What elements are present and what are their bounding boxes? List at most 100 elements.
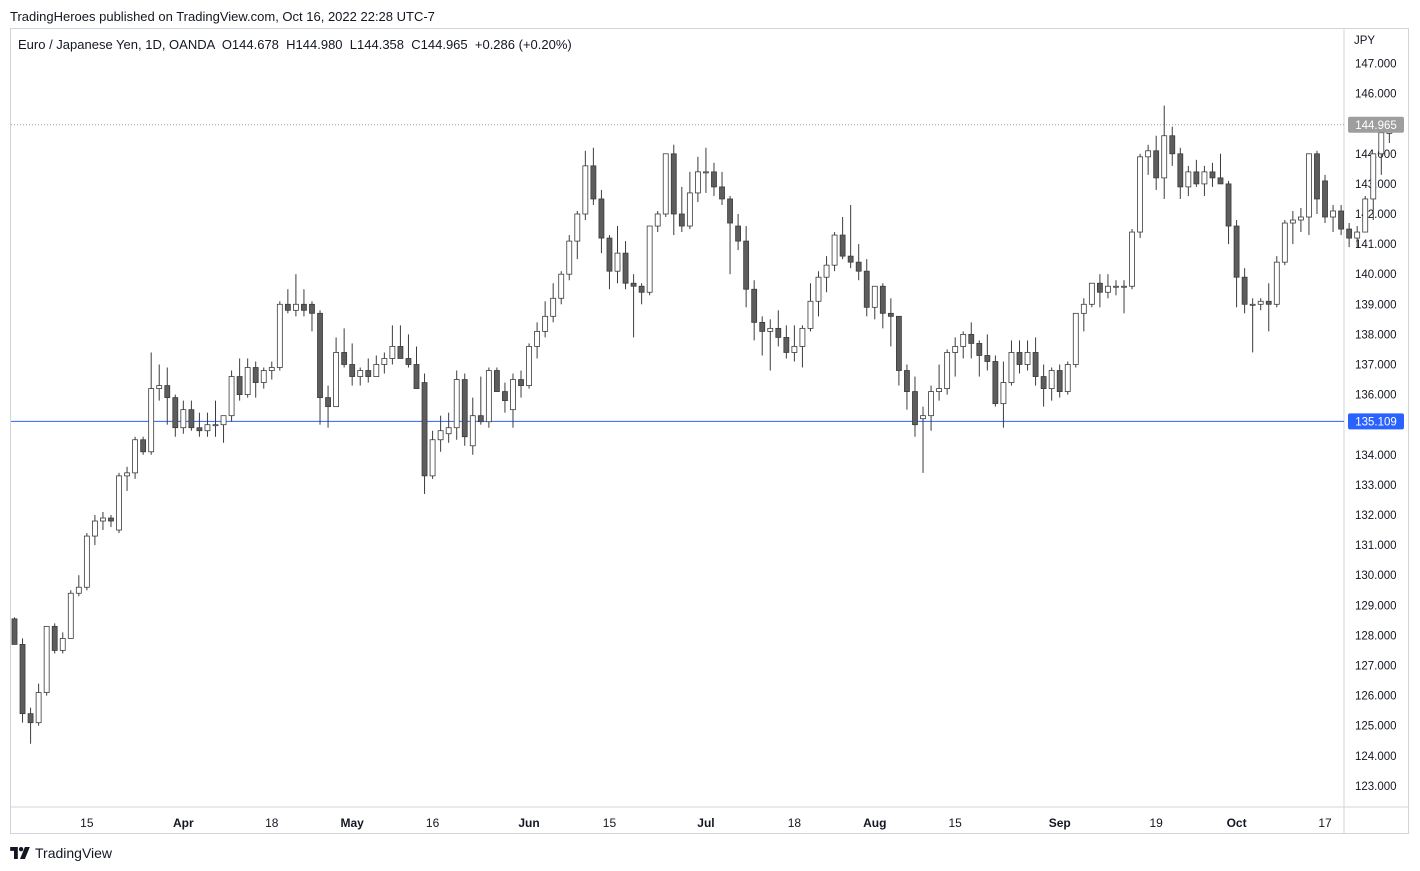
time-axis-tick: Jul [697, 816, 714, 830]
price-axis-tick: 129.000 [1355, 600, 1397, 612]
candle-body-down [775, 327, 782, 338]
candle-body-up [180, 409, 187, 429]
candle-body-down [727, 198, 733, 224]
candle-body-up [124, 472, 130, 477]
candle-body-down [397, 346, 404, 359]
candle-body-up [944, 352, 951, 389]
candle-body-down [11, 618, 18, 645]
candle-body-up [1298, 216, 1304, 221]
candle-body-up [445, 427, 452, 435]
time-axis-tick: 15 [80, 816, 94, 830]
candle-body-down [855, 261, 862, 272]
candle-body-down [1233, 225, 1240, 278]
candle-body-up [429, 439, 436, 477]
price-axis-tick: 130.000 [1355, 570, 1397, 582]
candle-body-up [1008, 352, 1015, 383]
candle-body-up [373, 364, 380, 377]
candle-body-down [477, 415, 484, 423]
candle-body-down [1193, 171, 1200, 185]
candle-body-up [1000, 382, 1007, 405]
candle-body-down [252, 367, 259, 383]
candle-body-up [815, 276, 822, 302]
candle-body-down [140, 439, 147, 453]
time-axis-tick: 16 [426, 816, 440, 830]
candle-body-up [35, 692, 42, 724]
candle-body-down [678, 213, 685, 227]
candle-body-up [1185, 171, 1192, 188]
candle-body-up [662, 153, 669, 215]
candle-body-up [791, 346, 798, 353]
candle-body-down [1177, 153, 1184, 188]
candle-body-down [887, 312, 894, 317]
candle-body-up [654, 213, 661, 227]
price-axis-tick: 132.000 [1355, 510, 1397, 522]
candle-body-up [244, 367, 251, 396]
candle-body-up [1161, 135, 1168, 179]
candle-body-down [1265, 300, 1272, 305]
tradingview-logo-icon [10, 847, 30, 859]
candle-body-down [759, 321, 766, 332]
candle-body-down [1056, 370, 1063, 392]
price-axis-tick: 142.000 [1355, 209, 1397, 221]
legend-low: L144.358 [349, 37, 405, 52]
candle-body-down [743, 240, 750, 290]
candle-body-up [381, 358, 388, 365]
candle-body-up [116, 475, 122, 531]
price-axis-tick: 124.000 [1355, 751, 1397, 763]
chart-frame [10, 28, 1409, 834]
candle-body-up [389, 346, 396, 359]
candle-body-down [1217, 177, 1224, 185]
candle-body-up [437, 430, 444, 441]
candle-body-down [847, 255, 854, 263]
time-axis-tick: Aug [863, 816, 886, 830]
candle-body-down [1040, 376, 1047, 389]
candle-body-up [831, 234, 838, 266]
candle-body-up [1080, 303, 1087, 314]
candle-body-up [156, 385, 163, 389]
candle-body-up [686, 192, 693, 227]
candle-body-up [574, 213, 581, 242]
candle-body-down [172, 397, 179, 429]
candle-body-down [670, 153, 677, 215]
candle-body-up [1289, 219, 1296, 224]
price-axis-tick: 136.000 [1355, 390, 1397, 402]
candle-body-down [904, 370, 910, 392]
tradingview-brand[interactable]: TradingView [10, 845, 112, 861]
candle-body-up [1088, 282, 1095, 305]
time-axis-tick: Jun [518, 816, 539, 830]
candle-body-down [518, 379, 524, 386]
candle-body-down [502, 391, 508, 402]
time-axis-tick: Oct [1227, 816, 1247, 830]
candle-body-up [292, 303, 299, 311]
candle-body-down [1209, 171, 1216, 179]
candle-body-up [1121, 285, 1127, 288]
price-axis-tick: 128.000 [1355, 630, 1397, 642]
price-axis-tick: 126.000 [1355, 691, 1397, 703]
candle-body-down [879, 285, 886, 314]
candle-body-down [984, 355, 991, 362]
candle-body-up [960, 333, 967, 347]
candle-body-down [188, 409, 195, 429]
candle-body-down [27, 713, 34, 724]
candle-body-down [325, 397, 331, 408]
candle-body-down [405, 358, 412, 365]
support-line-badge [1348, 413, 1404, 430]
candle-body-down [309, 303, 315, 314]
candle-body-up [92, 520, 98, 537]
candle-body-up [260, 370, 267, 383]
candle-body-down [1169, 135, 1176, 155]
candle-body-up [1201, 171, 1208, 185]
candle-body-up [469, 415, 476, 447]
candle-body-up [1024, 352, 1031, 365]
candle-body-down [992, 361, 999, 405]
price-axis-tick: 141.000 [1355, 239, 1397, 251]
candle-body-up [148, 388, 155, 453]
candle-body-up [952, 346, 959, 353]
candle-body-down [1322, 180, 1328, 218]
candle-body-up [1072, 312, 1079, 365]
candle-body-down [493, 370, 500, 392]
candle-body-down [19, 644, 26, 715]
candle-body-up [767, 327, 774, 332]
candle-body-down [630, 282, 637, 287]
